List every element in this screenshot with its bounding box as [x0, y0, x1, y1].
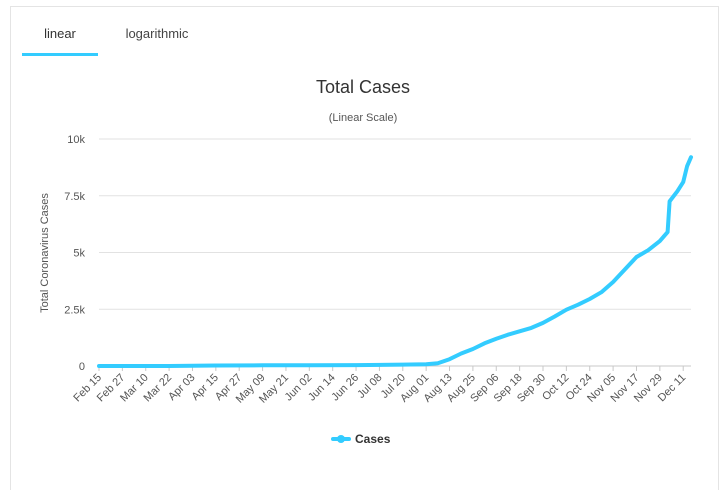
tab-linear-label: linear — [44, 26, 76, 41]
y-tick-label: 5k — [73, 248, 85, 260]
y-tick-label: 7.5k — [64, 191, 85, 203]
legend-marker-icon — [337, 435, 345, 443]
y-axis-label: Total Coronavirus Cases — [39, 193, 51, 313]
chart-container — [10, 6, 719, 490]
legend[interactable]: Cases — [331, 432, 391, 446]
x-tick-label: Jun 26 — [329, 372, 361, 404]
x-tick-label: Jul 08 — [355, 372, 384, 401]
tab-linear[interactable]: linear — [22, 20, 98, 56]
series-line-cases — [97, 155, 693, 368]
tab-active-indicator — [22, 53, 98, 56]
y-tick-label: 10k — [67, 134, 85, 146]
tab-logarithmic[interactable]: logarithmic — [112, 20, 202, 56]
chart-title: Total Cases — [316, 77, 410, 97]
y-tick-label: 2.5k — [64, 304, 85, 316]
y-tick-label: 0 — [79, 361, 85, 373]
y-axis-ticks: 0 2.5k 5k 7.5k 10k — [64, 134, 85, 373]
tab-logarithmic-label: logarithmic — [125, 26, 189, 41]
legend-label-cases: Cases — [355, 432, 391, 446]
grid-lines — [99, 138, 691, 367]
chart-subtitle: (Linear Scale) — [329, 112, 397, 124]
